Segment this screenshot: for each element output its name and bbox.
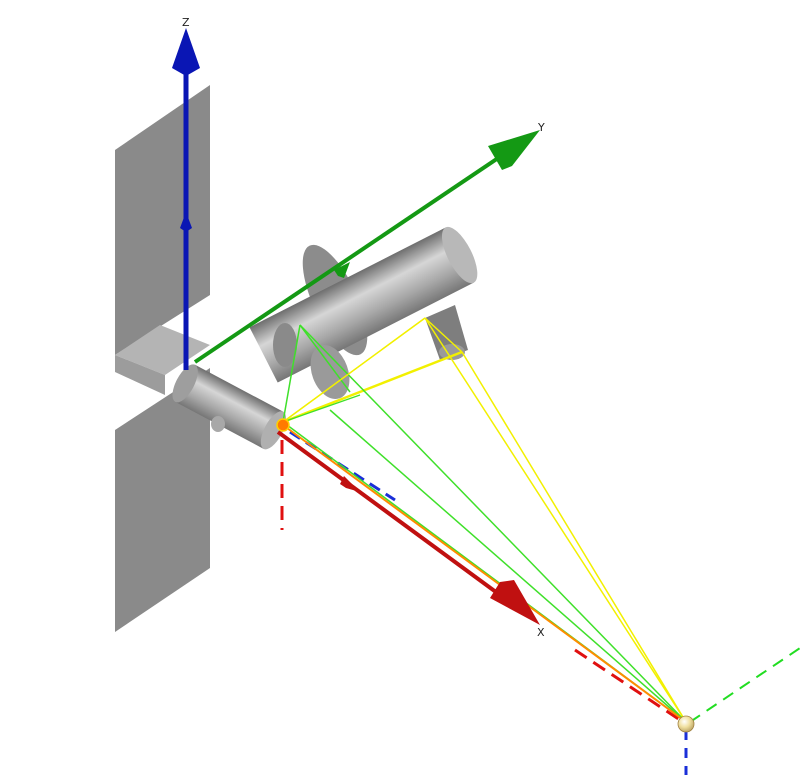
mounting-plate xyxy=(115,85,210,632)
sight-rays xyxy=(282,317,687,723)
gimbal-body xyxy=(172,226,478,450)
upper-wall-plate xyxy=(115,85,210,355)
main-cylinder xyxy=(249,226,478,383)
y-axis-arrowhead xyxy=(488,130,540,170)
z-axis-mid-marker xyxy=(180,212,192,232)
front-disc xyxy=(273,323,297,367)
ray-green-2 xyxy=(299,324,687,723)
ray-yellow-4 xyxy=(424,317,687,723)
ray-green-4 xyxy=(299,324,351,393)
ray-green-1 xyxy=(282,324,301,423)
x-axis-arrowhead xyxy=(490,580,540,625)
ray-green-6 xyxy=(282,394,361,423)
y-axis-shaft xyxy=(193,148,512,364)
y-axis-label: Y xyxy=(537,121,545,134)
ray-yellow-6 xyxy=(282,317,426,423)
x-axis: X xyxy=(276,430,545,639)
ray-yellow-5 xyxy=(461,351,687,723)
origin-marker xyxy=(276,418,290,432)
y-axis: Y xyxy=(193,121,545,364)
x-axis-label: X xyxy=(537,626,545,639)
ray-orange-1 xyxy=(282,424,687,723)
ray-green-5 xyxy=(329,409,687,723)
x-axis-shaft xyxy=(276,430,502,597)
ray-yellow-3 xyxy=(424,317,463,353)
target-red-dashed xyxy=(574,648,684,724)
ray-yellow-2 xyxy=(282,350,463,424)
joint-bolt xyxy=(211,416,225,432)
target-green-dashed xyxy=(689,647,800,723)
z-axis-arrowhead xyxy=(172,28,200,76)
z-axis: Z xyxy=(172,16,200,370)
bracket-front xyxy=(115,355,165,395)
z-axis-label: Z xyxy=(182,16,190,29)
y-axis-mid-marker xyxy=(334,262,350,278)
lower-wall-plate xyxy=(115,368,210,632)
target-point[interactable] xyxy=(677,715,695,733)
x-axis-mid-marker xyxy=(340,476,360,492)
mid-disc xyxy=(310,344,350,400)
